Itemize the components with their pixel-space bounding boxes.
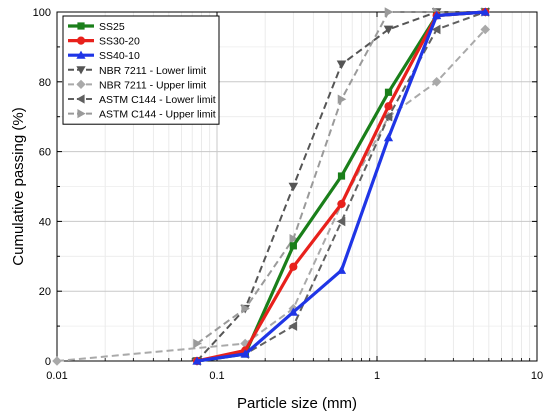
legend-marker xyxy=(77,109,86,119)
y-tick-labels: 0 20 40 60 80 100 xyxy=(33,7,51,368)
data-point xyxy=(337,172,346,180)
legend-marker xyxy=(76,50,86,59)
legend-label: ASTM C144 - Upper limit xyxy=(99,109,216,121)
legend: SS25 SS30-20 SS40-10 NBR 7211 - Lower limit… xyxy=(62,15,220,125)
data-point xyxy=(241,303,250,314)
x-tick-labels: 0.01 0.1 1 10 xyxy=(46,370,543,382)
legend-label: SS40-10 xyxy=(99,50,140,62)
data-point xyxy=(288,307,298,316)
legend-marker xyxy=(76,94,85,104)
legend-label: SS25 xyxy=(99,21,125,33)
data-point xyxy=(431,24,441,35)
data-point xyxy=(288,321,298,331)
data-point xyxy=(240,349,250,358)
x-axis-title: Particle size (mm) xyxy=(237,395,357,412)
data-point xyxy=(480,7,490,16)
y-tick-label: 80 xyxy=(39,77,51,89)
legend-marker xyxy=(76,66,86,75)
x-tick-label: 1 xyxy=(374,370,380,382)
data-point xyxy=(193,338,202,349)
data-point xyxy=(432,10,442,20)
legend-marker xyxy=(76,79,86,89)
data-point xyxy=(337,94,347,105)
y-tick-label: 20 xyxy=(39,286,51,298)
legend-label: NBR 7211 - Lower limit xyxy=(99,65,206,77)
data-point xyxy=(288,182,299,192)
legend-label: NBR 7211 - Upper limit xyxy=(99,79,206,91)
data-point xyxy=(431,77,442,87)
y-axis-title: Cumulative passing (%) xyxy=(10,107,27,265)
legend-marker xyxy=(76,36,86,45)
y-tick-label: 0 xyxy=(45,356,51,368)
data-point xyxy=(383,25,394,35)
data-point xyxy=(384,102,393,111)
y-tick-label: 100 xyxy=(33,7,51,19)
series-layer xyxy=(52,7,491,366)
data-point xyxy=(383,133,394,142)
data-point xyxy=(336,265,347,274)
data-point xyxy=(383,111,393,122)
data-point xyxy=(52,356,62,366)
data-point xyxy=(192,356,202,365)
data-point xyxy=(289,262,298,271)
data-point xyxy=(480,24,491,35)
data-point xyxy=(384,7,394,17)
y-tick-label: 60 xyxy=(39,147,51,159)
data-point xyxy=(240,338,250,349)
data-point xyxy=(337,199,346,209)
legend-label: SS30-20 xyxy=(99,36,140,48)
y-tick-label: 40 xyxy=(39,216,51,228)
series-ss40-10 xyxy=(192,7,490,365)
data-point xyxy=(336,216,346,227)
x-tick-label: 0.01 xyxy=(46,370,67,382)
x-tick-label: 0.1 xyxy=(209,370,224,382)
x-tick-label: 10 xyxy=(531,370,543,382)
data-point xyxy=(384,88,393,96)
data-point xyxy=(336,60,347,70)
legend-label: ASTM C144 - Lower limit xyxy=(99,94,216,106)
legend-marker xyxy=(77,22,85,30)
data-point xyxy=(289,234,299,244)
data-point xyxy=(289,242,297,250)
